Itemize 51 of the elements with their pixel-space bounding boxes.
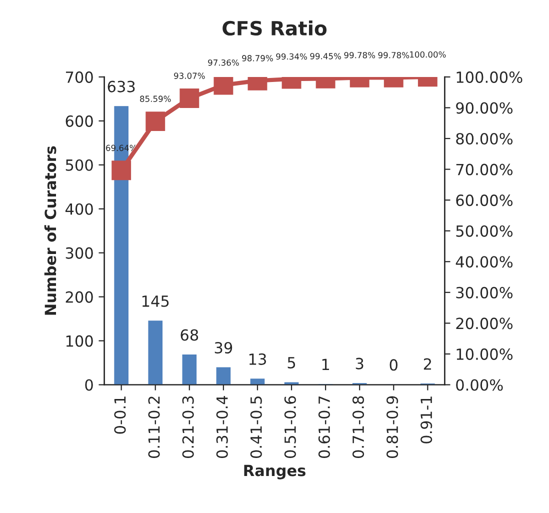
x-axis-title: Ranges <box>244 464 306 480</box>
data-label: 2 <box>424 358 431 370</box>
y2-tick-label: 10.00% <box>456 348 513 360</box>
data-label: 99.34% <box>276 53 307 60</box>
data-label: 85.59% <box>140 96 171 102</box>
data-label: 13 <box>249 353 266 365</box>
y2-tick-label: 60.00% <box>456 194 513 206</box>
x-tick-label: 0.31-0.4 <box>216 396 228 458</box>
x-tick-label: 0.11-0.2 <box>148 396 160 458</box>
y-tick-label: 400 <box>65 203 93 215</box>
data-label: 145 <box>142 296 169 307</box>
data-label: 99.45% <box>310 53 341 60</box>
data-label: 1 <box>322 358 330 370</box>
y2-tick-label: 80.00% <box>456 132 513 145</box>
x-tick-label: 0.81-0.9 <box>386 396 398 458</box>
y-tick-label: 700 <box>66 71 93 83</box>
y2-tick-label: 70.00% <box>456 164 513 176</box>
x-tick-label: 0.21-0.3 <box>182 396 194 458</box>
data-label: 5 <box>288 357 296 368</box>
y2-tick-label: 20.00% <box>456 318 513 330</box>
x-tick-label: 0.41-0.5 <box>250 396 262 458</box>
data-label: 97.36% <box>208 59 239 66</box>
y2-tick-label: 90.00% <box>456 102 513 114</box>
y-tick-label: 300 <box>66 247 93 259</box>
chart-title: CFS Ratio <box>222 20 327 36</box>
data-label: 3 <box>356 358 364 370</box>
data-label: 98.79% <box>242 55 273 62</box>
y2-tick-label: 50.00% <box>456 225 513 237</box>
y-tick-label: 200 <box>66 291 93 303</box>
y2-tick-label: 40.00% <box>456 256 513 268</box>
y-tick-label: 600 <box>66 115 93 127</box>
y-tick-label: 100 <box>66 335 93 347</box>
data-label: 39 <box>214 342 232 354</box>
data-label: 93.07% <box>174 72 205 79</box>
data-label: 100.00% <box>410 51 446 58</box>
data-label: 0 <box>390 359 398 371</box>
x-tick-label: 0.71-0.8 <box>352 396 364 458</box>
y-tick-label: 500 <box>66 159 93 171</box>
y2-tick-label: 30.00% <box>456 286 513 298</box>
data-label: 68 <box>180 329 198 341</box>
y-tick-label: 0 <box>85 379 93 391</box>
y2-tick-label: 0.00% <box>456 379 503 391</box>
y2-tick-label: 100.00% <box>456 71 522 83</box>
data-label: 99.78% <box>378 52 410 58</box>
y-axis-title: Number of Curators <box>44 146 56 315</box>
x-tick-label: 0.51-0.6 <box>284 396 296 458</box>
x-tick-label: 0.61-0.7 <box>318 396 330 458</box>
data-label: 633 <box>108 80 135 92</box>
data-label: 99.78% <box>344 52 376 58</box>
x-tick-label: 0-0.1 <box>114 396 126 434</box>
x-tick-label: 0.91-1 <box>420 396 432 444</box>
